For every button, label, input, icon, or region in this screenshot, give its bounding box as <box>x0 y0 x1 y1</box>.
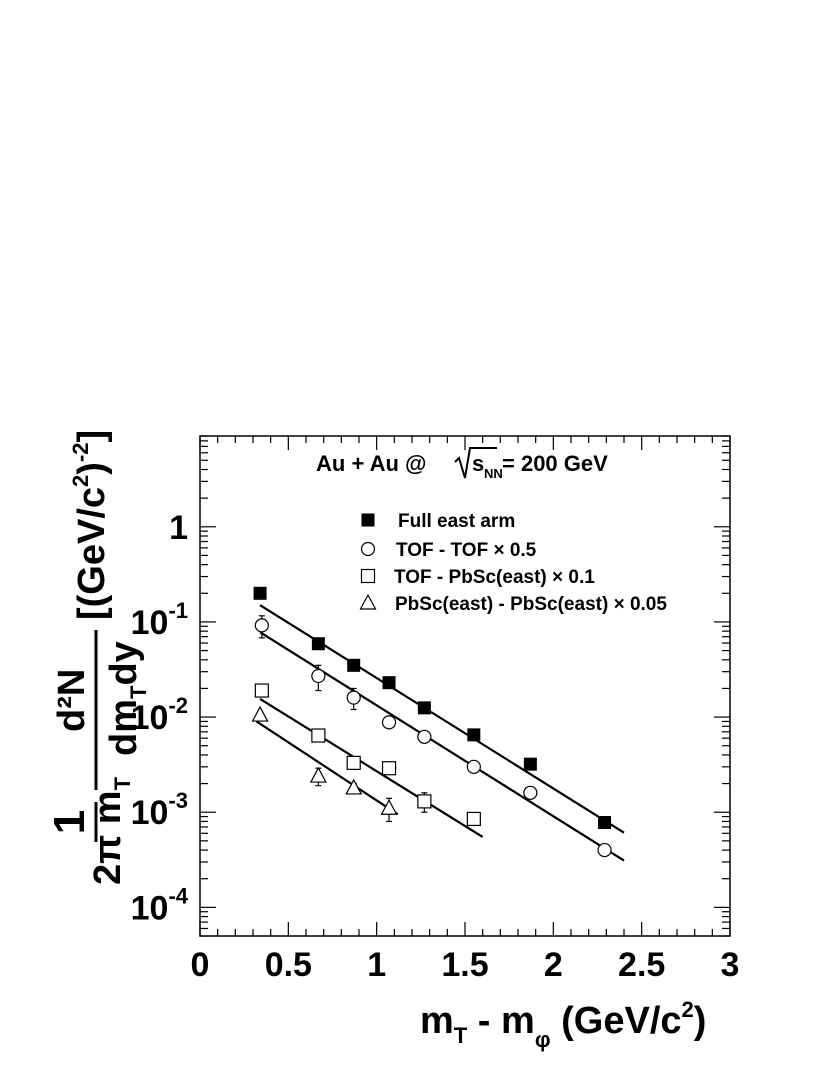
data-point <box>347 658 361 672</box>
ylabel-prefix: 1 <box>45 810 94 834</box>
y-tick-labels: 1 10-1 10-2 10-3 10-4 <box>131 509 189 928</box>
data-point <box>309 766 327 783</box>
data-point <box>346 690 361 705</box>
ylabel-denom-sub: T <box>110 776 135 790</box>
svg-text:= 200 GeV: = 200 GeV <box>502 451 608 476</box>
data-point <box>467 728 481 742</box>
svg-text:1: 1 <box>45 810 94 834</box>
data-point <box>345 778 363 795</box>
xlabel-sub2: φ <box>535 1027 551 1052</box>
sqrt-symbol <box>454 447 497 479</box>
fit-line <box>255 720 399 816</box>
svg-text:s: s <box>472 451 484 476</box>
fit-line <box>259 698 484 838</box>
x-tick-label: 2.5 <box>618 946 665 984</box>
svg-text:[(GeV/c2)-2]: [(GeV/c2)-2] <box>68 430 113 620</box>
svg-text:NN: NN <box>484 466 503 481</box>
legend-label: TOF - PbSc(east) × 0.1 <box>394 567 595 588</box>
legend-label: PbSc(east) - PbSc(east) × 0.05 <box>395 594 667 615</box>
collision-annotation: Au + Au @ s NN = 200 GeV <box>316 447 608 481</box>
legend-item: Full east arm <box>361 511 515 532</box>
ylabel-unit: [(GeV/c <box>71 487 113 620</box>
x-tick-label: 1 <box>367 946 386 984</box>
ylabel-denom-right-sub: T <box>126 685 151 699</box>
xlabel-mid: - m <box>467 1000 535 1042</box>
data-point <box>311 637 325 651</box>
data-points <box>251 586 612 858</box>
y-axis-title: 1 2π mT d²N dmTdy [(GeV/c2)-2] <box>45 430 151 885</box>
y-tick-label: 10-3 <box>131 788 188 832</box>
data-point <box>253 586 267 600</box>
data-point <box>417 729 432 744</box>
x-axis-title: mT - mφ (GeV/c2) <box>420 997 706 1052</box>
data-point <box>380 799 398 815</box>
ylabel-denom-right: dm <box>103 699 145 756</box>
axis-ticks <box>199 435 731 937</box>
svg-text:mT - mφ (GeV/c2): mT - mφ (GeV/c2) <box>420 997 706 1052</box>
data-point <box>598 815 612 829</box>
svg-text:Au + Au @: Au + Au @ <box>316 451 426 476</box>
data-point <box>311 728 326 743</box>
y-tick-label: 1 <box>169 509 188 547</box>
legend-marker <box>360 568 376 584</box>
legend-marker <box>360 541 376 557</box>
legend-item: PbSc(east) - PbSc(east) × 0.05 <box>359 593 667 615</box>
ylabel-numerator: d²N <box>51 669 93 732</box>
data-point <box>251 705 269 722</box>
y-tick-label: 10-1 <box>131 598 188 642</box>
data-point <box>254 618 269 633</box>
legend-label: Full east arm <box>398 511 515 532</box>
legend-item: TOF - TOF × 0.5 <box>360 540 537 561</box>
data-point <box>523 757 537 771</box>
xlabel-close: ) <box>694 1000 707 1042</box>
ylabel-unit-bracket: ] <box>71 430 113 443</box>
xlabel-unit: (GeV/c <box>561 1000 681 1042</box>
data-point <box>382 676 396 690</box>
ylabel-unit-close: ) <box>71 462 113 475</box>
annotation-suffix: = 200 GeV <box>502 451 608 476</box>
svg-text:d²N: d²N <box>51 669 93 732</box>
ylabel-unit-sup-inner: 2 <box>68 475 93 487</box>
legend-marker <box>359 593 377 610</box>
ylabel-unit-sup-outer: -2 <box>68 442 93 462</box>
x-tick-label: 3 <box>721 946 740 984</box>
data-point <box>417 794 432 809</box>
data-point <box>466 759 481 774</box>
data-point <box>597 842 612 858</box>
legend-label: TOF - TOF × 0.5 <box>396 540 537 561</box>
data-point <box>381 715 397 730</box>
x-tick-label: 2 <box>544 946 563 984</box>
data-point <box>466 811 481 827</box>
annotation-sqrt-sub: NN <box>484 466 503 481</box>
x-tick-label: 1.5 <box>441 946 488 984</box>
ylabel-denom-tail: dy <box>103 641 145 685</box>
y-tick-label: 10-4 <box>131 883 189 927</box>
svg-text:2π mT: 2π mT <box>87 776 135 885</box>
legend: Full east arm TOF - TOF × 0.5 TOF - PbSc(e… <box>359 511 667 615</box>
svg-text:dmTdy: dmTdy <box>103 641 151 756</box>
data-point <box>311 668 326 684</box>
data-point <box>346 755 361 770</box>
xlabel-sub1: T <box>454 1023 468 1048</box>
legend-marker <box>361 513 375 527</box>
data-point <box>381 761 397 776</box>
y-tick-label: 10-2 <box>131 693 188 737</box>
fit-line <box>259 631 625 862</box>
x-tick-labels: 0 0.5 1 1.5 2 2.5 3 <box>191 946 740 984</box>
data-point <box>417 701 431 715</box>
xlabel-main: m <box>420 1000 454 1042</box>
data-point <box>254 683 269 698</box>
xlabel-sup: 2 <box>682 997 694 1022</box>
x-tick-label: 0.5 <box>265 946 312 984</box>
ylabel-denom-left: 2π m <box>87 790 129 885</box>
annotation-prefix: Au + Au @ <box>316 451 426 476</box>
legend-item: TOF - PbSc(east) × 0.1 <box>360 567 595 588</box>
data-point <box>523 785 538 800</box>
xlabel-gap <box>551 1000 562 1042</box>
annotation-sqrt-arg: s <box>472 451 484 476</box>
x-tick-label: 0 <box>191 946 210 984</box>
